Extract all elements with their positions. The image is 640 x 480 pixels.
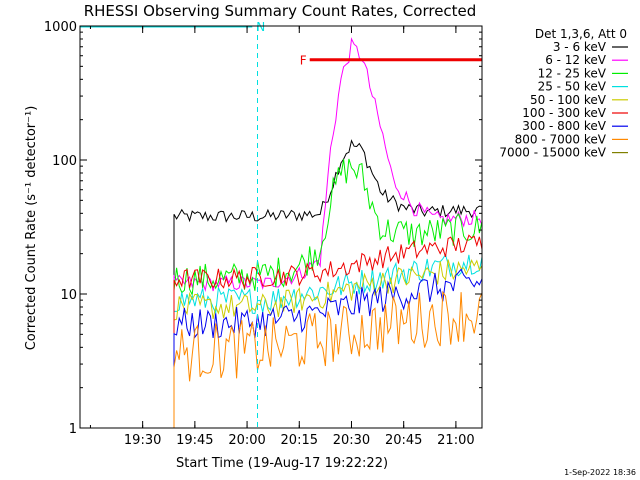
x-tick-label: 20:00 — [228, 433, 265, 448]
y-tick-label: 1000 — [44, 20, 77, 35]
plot-area: NFS — [79, 20, 483, 429]
series-line — [173, 258, 482, 428]
series-line — [173, 158, 482, 428]
y-tick-label: 1 — [69, 422, 77, 437]
x-tick-label: 20:30 — [333, 433, 370, 448]
legend-label: 100 - 300 keV — [522, 106, 606, 120]
x-tick-label: 20:15 — [281, 433, 318, 448]
series-line — [173, 139, 482, 428]
x-tick-label: 19:30 — [124, 433, 161, 448]
legend-label: 3 - 6 keV — [553, 40, 607, 54]
legend-label: 300 - 800 keV — [522, 119, 606, 133]
series-line — [173, 253, 482, 428]
x-tick-label: 21:00 — [437, 433, 474, 448]
legend-label: 6 - 12 keV — [545, 53, 607, 67]
x-tick-label: 20:45 — [385, 433, 422, 448]
y-tick-label: 10 — [60, 288, 77, 303]
series-line — [173, 290, 482, 428]
y-axis: 1 10 100 1000 — [44, 20, 482, 437]
x-axis-label: Start Time (19-Aug-17 19:22:22) — [176, 456, 388, 471]
flag-label: F — [300, 54, 307, 68]
series-line — [173, 37, 482, 428]
x-tick-label: 19:45 — [176, 433, 213, 448]
y-tick-label: 100 — [52, 154, 77, 169]
legend-title: Det 1,3,6, Att 0 — [535, 27, 627, 41]
data-layer — [80, 26, 482, 428]
timestamp-stamp: 1-Sep-2022 18:36 — [564, 468, 636, 477]
series-line — [173, 268, 482, 428]
legend-label: 800 - 7000 keV — [515, 132, 607, 146]
legend-label: 12 - 25 keV — [538, 66, 607, 80]
x-axis: 19:30 19:45 20:00 20:15 20:30 20:45 21:00 — [89, 26, 475, 448]
legend-label: 7000 - 15000 keV — [499, 146, 606, 160]
series-line — [173, 234, 482, 428]
legend-label: 50 - 100 keV — [530, 93, 607, 107]
y-axis-label: Corrected Count Rate (s⁻¹ detector⁻¹) — [24, 106, 39, 351]
flag-label: N — [256, 20, 265, 34]
plot-frame — [79, 25, 483, 429]
legend-label: 25 - 50 keV — [538, 80, 607, 94]
chart-title: RHESSI Observing Summary Count Rates, Co… — [84, 2, 477, 20]
